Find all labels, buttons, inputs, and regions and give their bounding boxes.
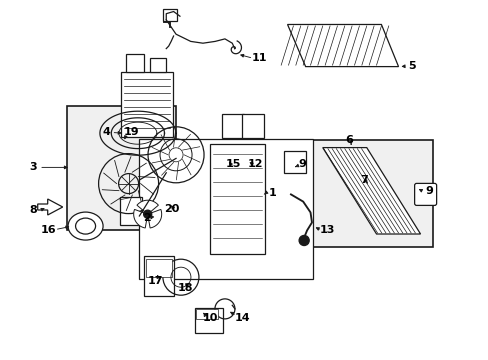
Text: 19: 19 [123,127,139,138]
Text: 7: 7 [360,175,367,185]
Ellipse shape [68,212,103,240]
Text: 4: 4 [102,127,110,138]
Text: 8: 8 [29,204,37,215]
Text: 5: 5 [407,60,415,71]
Bar [146,259,172,277]
Text: 18: 18 [178,283,193,293]
Bar [121,72,173,137]
Bar [311,140,432,247]
Bar [194,308,222,333]
Circle shape [299,235,308,246]
Circle shape [143,210,151,218]
Polygon shape [137,200,158,214]
Polygon shape [38,199,62,215]
FancyBboxPatch shape [414,183,436,206]
Text: 16: 16 [41,225,57,235]
Bar [139,139,312,279]
Polygon shape [147,210,162,228]
Text: 14: 14 [234,312,249,323]
Bar [120,197,142,225]
Text: 10: 10 [202,312,218,323]
Text: 9: 9 [424,186,432,196]
Bar [196,309,218,319]
Text: 17: 17 [147,276,163,286]
Text: 3: 3 [29,162,37,172]
Bar [144,256,174,296]
Text: 15: 15 [225,159,241,169]
Bar [67,106,176,230]
Ellipse shape [76,218,95,234]
Bar [283,151,305,173]
Text: 11: 11 [251,53,266,63]
Text: 1: 1 [268,188,276,198]
Polygon shape [133,210,147,228]
Polygon shape [287,24,398,67]
Bar [210,144,264,254]
Text: 9: 9 [298,159,305,169]
Bar [126,54,144,72]
Bar [150,58,166,72]
Polygon shape [322,148,420,234]
Text: 12: 12 [247,159,263,169]
Text: 6: 6 [345,135,353,145]
Bar [163,9,176,21]
Text: 20: 20 [164,204,180,214]
Text: 13: 13 [319,225,335,235]
Text: 2: 2 [142,213,150,223]
Bar [222,114,244,138]
Bar [242,114,264,138]
